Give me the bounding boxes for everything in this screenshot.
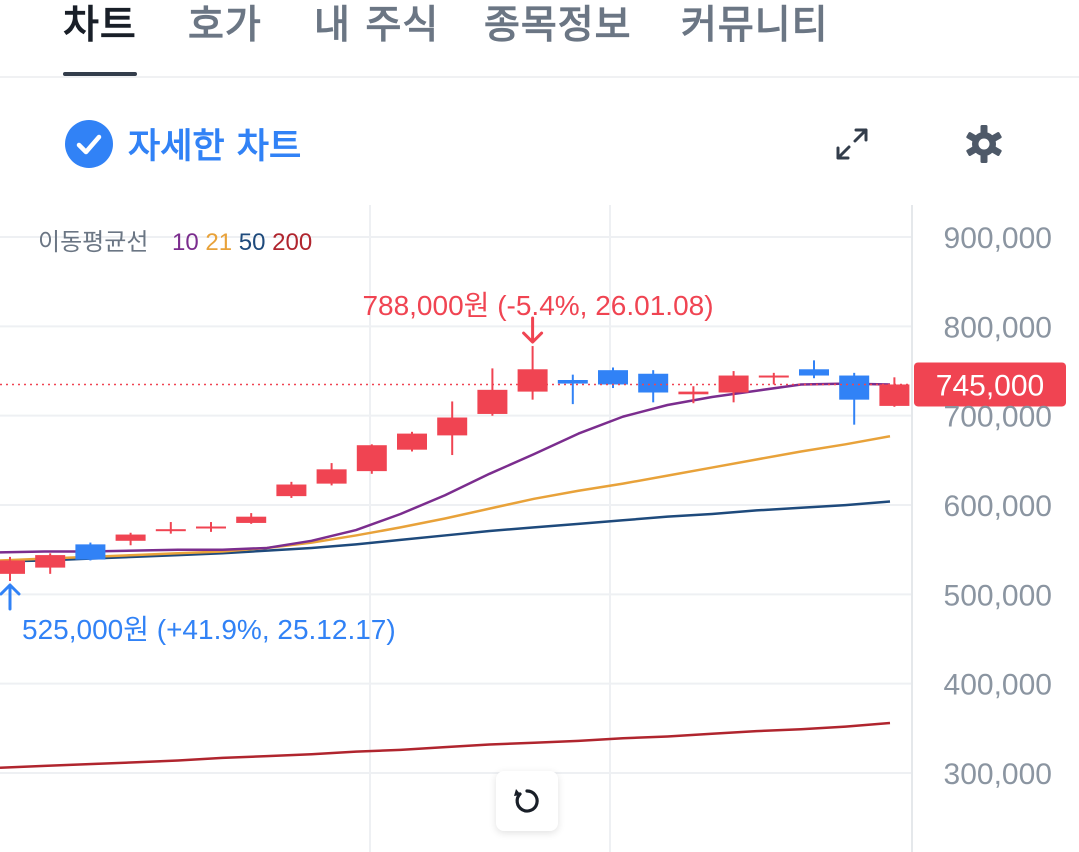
high-annotation: 788,000원 (-5.4%, 26.01.08)	[362, 290, 713, 321]
check-icon	[76, 134, 102, 155]
candle	[718, 371, 749, 403]
candle	[758, 372, 789, 385]
candle	[879, 377, 910, 407]
candle	[638, 370, 669, 403]
reset-chart-button[interactable]	[496, 771, 558, 831]
candle	[236, 513, 267, 524]
gear-icon[interactable]	[962, 122, 1006, 166]
candle-body	[397, 433, 427, 450]
candle-body	[316, 469, 347, 484]
active-tab-indicator	[63, 72, 137, 76]
candle-body	[115, 534, 146, 541]
candle-body	[557, 380, 588, 384]
candle-body	[678, 391, 709, 395]
chart-grid	[0, 205, 913, 852]
ma21-line	[0, 435, 891, 562]
moving-average-lines	[0, 382, 891, 769]
candle-body	[236, 516, 267, 523]
tab-community[interactable]: 커뮤니티	[681, 3, 829, 48]
candle-body	[35, 555, 66, 568]
annotation-arrows	[0, 316, 544, 611]
candle	[799, 360, 829, 379]
candle	[678, 386, 709, 404]
expand-icon[interactable]	[832, 124, 872, 164]
current-price-line: 745,000	[0, 362, 1066, 407]
ma10-line	[0, 382, 891, 554]
low-arrow-icon	[0, 583, 21, 611]
candle	[557, 374, 588, 405]
ma-legend-period: 10	[172, 229, 199, 256]
tab-my-stock[interactable]: 내 주식	[314, 3, 440, 48]
y-tick-label: 900,000	[944, 222, 1052, 255]
y-tick-label: 400,000	[944, 669, 1052, 702]
ma200-line	[0, 721, 891, 769]
ma-legend-period: 21	[199, 229, 232, 256]
candle	[75, 542, 106, 561]
candle	[839, 372, 870, 425]
candle	[517, 346, 548, 400]
candle	[196, 522, 226, 532]
tab-orderbook[interactable]: 호가	[188, 3, 262, 48]
candle-body	[477, 389, 508, 414]
candle	[115, 532, 146, 546]
candlesticks	[0, 346, 910, 581]
candle	[276, 481, 307, 498]
detail-chart-label[interactable]: 자세한 차트	[128, 127, 302, 167]
candle	[477, 368, 508, 416]
candle	[356, 444, 387, 474]
candle-body	[517, 369, 548, 392]
candle-body	[437, 417, 468, 436]
current-price-badge	[914, 362, 1066, 407]
candle-body	[196, 526, 226, 529]
current-price-label: 745,000	[936, 369, 1044, 402]
refresh-icon	[514, 789, 539, 813]
candle-body	[276, 484, 307, 497]
candle-body	[839, 375, 870, 400]
candle	[437, 401, 468, 456]
candle	[0, 556, 25, 581]
ma-legend-period: 200	[265, 229, 312, 256]
y-axis: 900,000 800,000 700,000 600,000 500,000 400,0…	[944, 222, 1052, 791]
candle-body	[799, 369, 829, 376]
y-tick-label: 600,000	[944, 490, 1052, 523]
tab-stock-info[interactable]: 종목정보	[484, 3, 632, 48]
tab-bar: 차트 호가 내 주식 종목정보 커뮤니티	[0, 0, 1079, 78]
candle	[316, 463, 347, 486]
candle-body	[879, 384, 910, 406]
candle-body	[0, 560, 25, 574]
low-annotation: 525,000원 (+41.9%, 25.12.17)	[22, 614, 396, 645]
tab-chart[interactable]: 차트	[63, 3, 137, 48]
candle-body	[356, 445, 387, 472]
price-chart[interactable]: 745,000 이동평균선 10 21 50 200 900,000 800,00…	[0, 205, 1079, 852]
high-arrow-icon	[522, 316, 544, 344]
candle-body	[598, 370, 628, 385]
candle-body	[638, 373, 669, 393]
ma-legend-periods: 10 21 50 200	[172, 229, 312, 256]
candle	[155, 522, 186, 534]
y-tick-label: 500,000	[944, 579, 1052, 612]
ma-legend-label: 이동평균선	[38, 229, 148, 256]
detail-chart-checkbox[interactable]	[65, 120, 113, 168]
candle	[397, 431, 427, 452]
candle-body	[758, 375, 789, 378]
candle-body	[75, 544, 106, 560]
ma-legend-period: 50	[232, 229, 265, 256]
y-tick-label: 300,000	[944, 758, 1052, 791]
y-tick-label: 800,000	[944, 311, 1052, 344]
ma50-line	[0, 500, 891, 563]
y-tick-label: 700,000	[944, 401, 1052, 434]
candle-body	[155, 529, 186, 532]
candle	[35, 553, 66, 574]
